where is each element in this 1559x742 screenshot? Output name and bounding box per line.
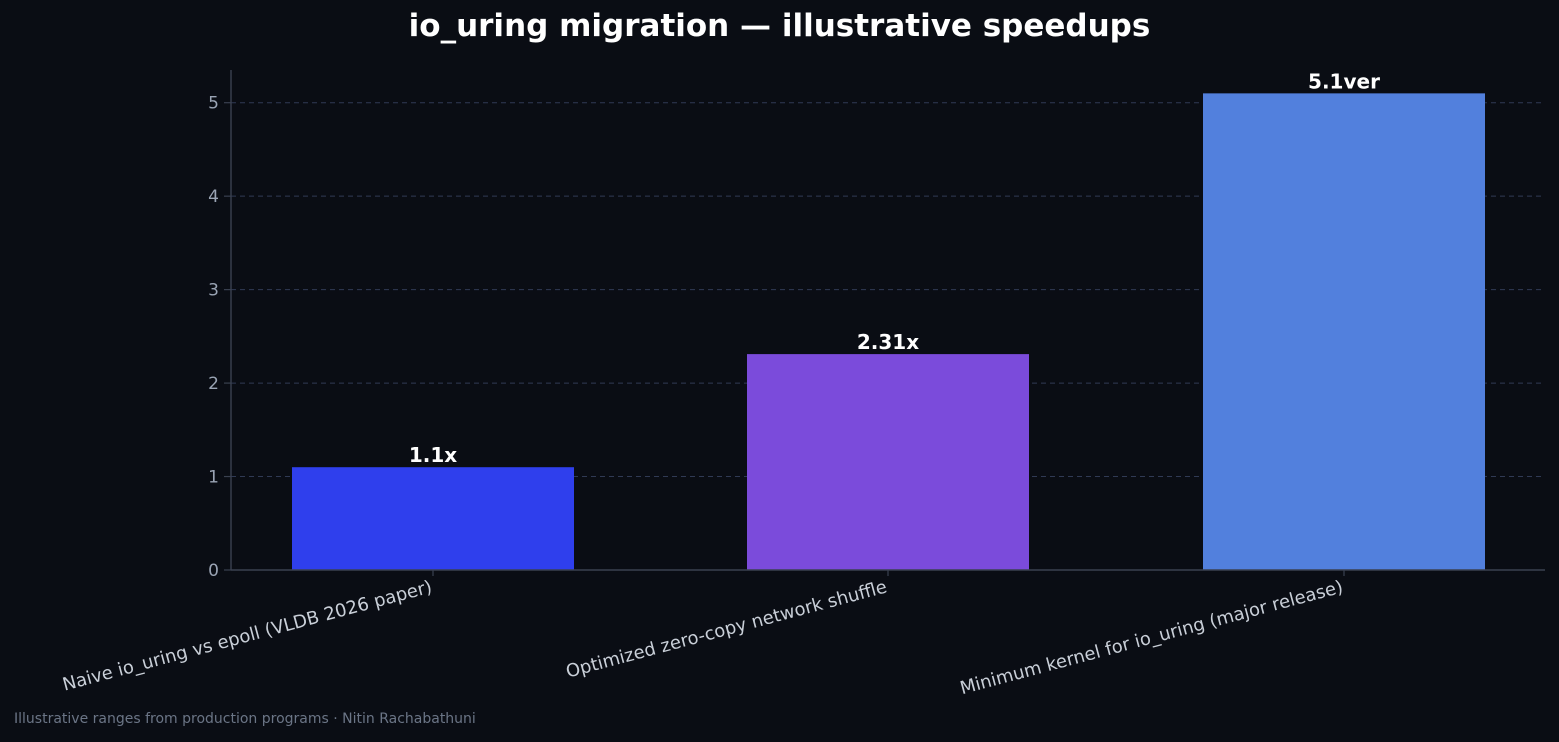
bar: [1203, 93, 1485, 570]
y-tick-label: 4: [208, 187, 219, 207]
bar: [292, 467, 574, 570]
chart-title: io_uring migration — illustrative speedu…: [408, 8, 1151, 44]
labels: 0 1 2 3 4 5 1.1x Naive io_uring vs epoll (VLDB …: [60, 69, 1380, 699]
y-tick-label: 5: [208, 94, 219, 114]
axes: [224, 70, 1545, 576]
y-tick-label: 3: [208, 281, 219, 301]
x-category-label: Minimum kernel for io_uring (major relea…: [958, 577, 1345, 700]
footer-credit: Illustrative ranges from production prog…: [14, 711, 476, 727]
x-category-label: Optimized zero-copy network shuffle: [564, 577, 890, 683]
y-tick-label: 2: [208, 374, 219, 394]
y-tick-label: 0: [208, 561, 219, 581]
y-tick-label: 1: [208, 468, 219, 488]
bar-value-label: 1.1x: [409, 443, 457, 467]
bar: [747, 354, 1029, 570]
bar-value-label: 2.31x: [857, 330, 919, 354]
bars: [292, 93, 1485, 570]
x-category-label: Naive io_uring vs epoll (VLDB 2026 paper…: [60, 577, 434, 696]
bar-value-label: 5.1ver: [1308, 69, 1380, 93]
